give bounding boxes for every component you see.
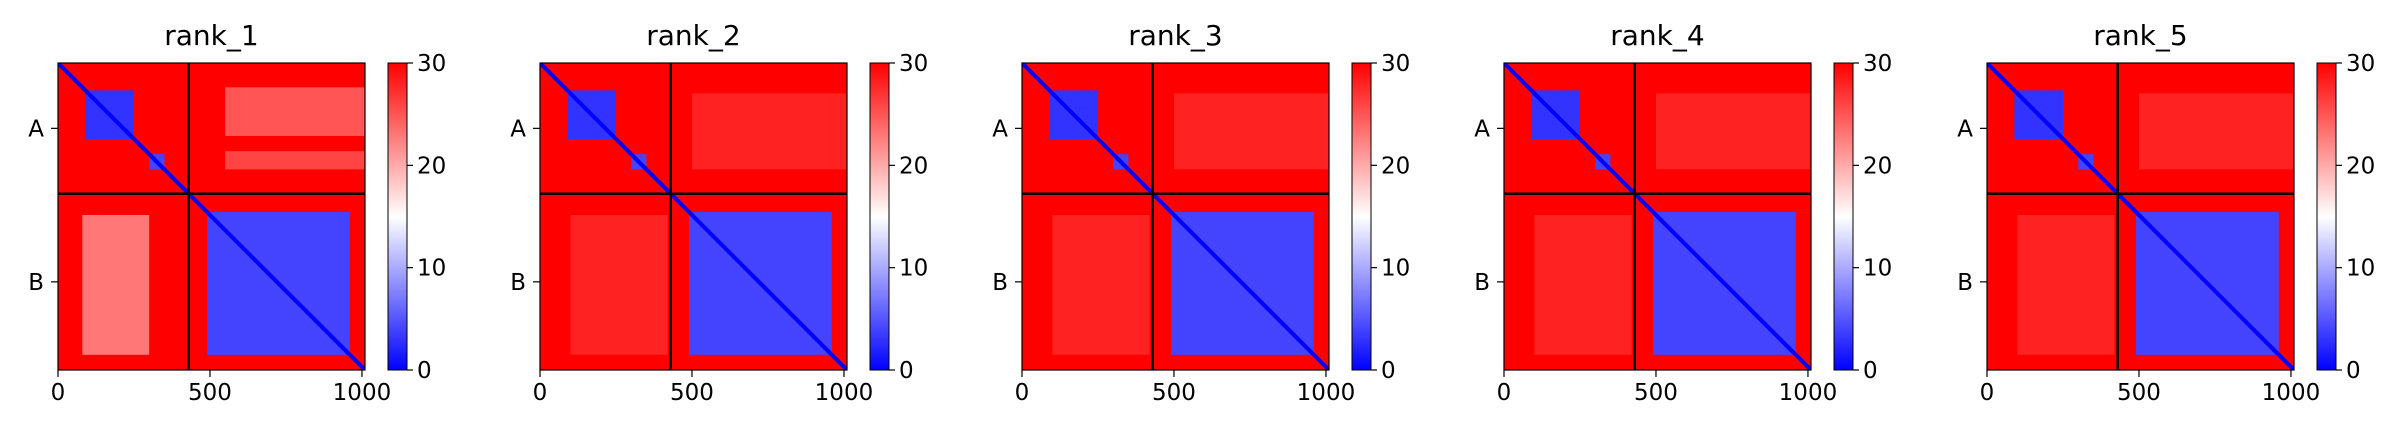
colorbar [1351,62,1372,371]
y-tick-label: A [1474,116,1490,142]
chart-title: rank_3 [1128,19,1222,52]
heatmap-block-1 [1655,93,1811,170]
x-tick-label: 1000 [1779,380,1838,406]
x-tick-label: 500 [1152,380,1196,406]
colorbar [2316,62,2337,371]
axes-frame [539,62,848,371]
heatmap-rank_4 [1504,63,1811,370]
colorbar-tick-label: 10 [899,256,928,282]
x-tick-label: 500 [2117,380,2161,406]
axes-frame [1986,62,2295,371]
diagonal-line [1987,63,2294,370]
y-tick-label: B [510,270,526,296]
chart-title: rank_5 [2093,19,2187,52]
colorbar-tick-label: 0 [1381,358,1396,384]
heatmap-block-3 [82,214,150,355]
y-tick-label: A [510,116,526,142]
y-tick-label: A [992,116,1008,142]
heatmap-block-2 [1534,214,1632,355]
x-tick-label: 500 [670,380,714,406]
diagonal-line [1022,63,1329,370]
heatmap-rank_5 [1987,63,2294,370]
colorbar-tick-label: 10 [2346,256,2375,282]
colorbar-tick-label: 20 [1863,153,1892,179]
y-tick-label: A [1957,116,1973,142]
colorbar-tick-label: 20 [1381,153,1410,179]
colorbar-tick-label: 0 [899,358,914,384]
colorbar-tick-label: 30 [1381,51,1410,77]
colorbar-tick-label: 10 [1381,256,1410,282]
axes-frame [57,62,366,371]
x-tick-label: 0 [1497,380,1512,406]
panel-rank_2: rank_2 0 500 1000 A B 0 10 20 30 [510,19,928,406]
x-tick-label: 1000 [2262,380,2321,406]
diagonal-line [1504,63,1811,370]
axes-frame [1503,62,1812,371]
colorbar-tick-label: 30 [417,51,446,77]
colorbar-tick-label: 20 [417,153,446,179]
y-tick-label: B [1474,270,1490,296]
panel-rank_4: rank_4 0 500 1000 A B 0 10 20 30 [1474,19,1892,406]
x-tick-label: 0 [1015,380,1030,406]
x-tick-label: 0 [51,380,66,406]
x-tick-label: 0 [533,380,548,406]
heatmap-rank_3 [1022,63,1329,370]
chart-title: rank_2 [646,19,740,52]
heatmap-block-1 [1173,93,1329,170]
colorbar-tick-label: 30 [1863,51,1892,77]
x-tick-label: 500 [188,380,232,406]
panel-rank_5: rank_5 0 500 1000 A B 0 10 20 30 [1957,19,2375,406]
colorbar-tick-label: 10 [417,256,446,282]
heatmap-block-1 [225,87,365,136]
heatmap-block-2 [225,151,365,170]
x-tick-label: 1000 [815,380,874,406]
heatmap-block-1 [691,93,847,170]
colorbar-tick-label: 30 [899,51,928,77]
panel-rank_3: rank_3 0 500 1000 A B 0 10 20 30 [992,19,1410,406]
heatmap-block-1 [2138,93,2294,170]
x-tick-label: 500 [1634,380,1678,406]
colorbar [1833,62,1854,371]
x-tick-label: 0 [1980,380,1995,406]
heatmap-block-2 [570,214,668,355]
axes-frame [1021,62,1330,371]
colorbar-tick-label: 10 [1863,256,1892,282]
diagonal-line [58,63,365,370]
colorbar-tick-label: 30 [2346,51,2375,77]
colorbar [869,62,890,371]
colorbar [387,62,408,371]
heatmap-rank_1 [58,63,365,370]
heatmap-block-2 [1052,214,1150,355]
panel-rank_1: rank_1 0 500 1000 A B 0 10 20 30 [28,19,446,406]
colorbar-tick-label: 20 [899,153,928,179]
colorbar-tick-label: 0 [417,358,432,384]
x-tick-label: 1000 [333,380,392,406]
y-tick-label: B [28,270,44,296]
heatmap-block-2 [2017,214,2115,355]
chart-title: rank_1 [164,19,258,52]
y-tick-label: A [28,116,44,142]
heatmap-rank_2 [540,63,847,370]
y-tick-label: B [1957,270,1973,296]
x-tick-label: 1000 [1297,380,1356,406]
colorbar-tick-label: 0 [1863,358,1878,384]
chart-title: rank_4 [1610,19,1704,52]
colorbar-tick-label: 0 [2346,358,2361,384]
diagonal-line [540,63,847,370]
y-tick-label: B [992,270,1008,296]
colorbar-tick-label: 20 [2346,153,2375,179]
